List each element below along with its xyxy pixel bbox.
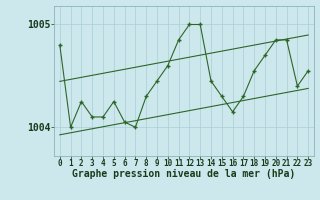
X-axis label: Graphe pression niveau de la mer (hPa): Graphe pression niveau de la mer (hPa)	[72, 169, 296, 179]
